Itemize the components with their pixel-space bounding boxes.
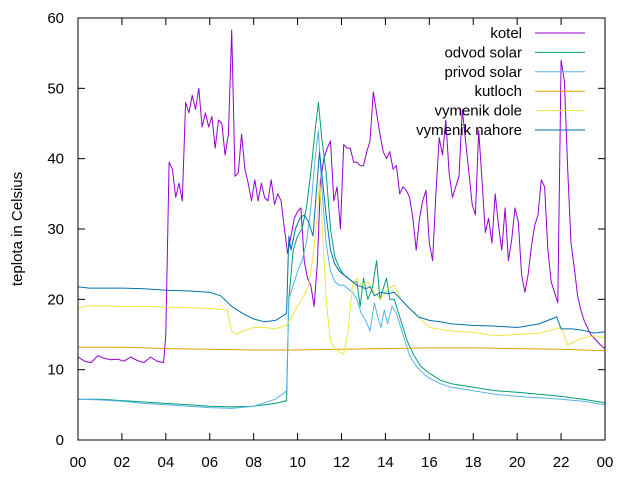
y-tick-label: 10 [47, 362, 64, 379]
legend: kotel odvod solar privod solar kutloch vymen… [416, 25, 585, 139]
x-tick-label: 06 [201, 454, 218, 471]
series-layer [77, 29, 606, 409]
x-tick-label: 22 [553, 454, 570, 471]
y-tick-label: 0 [56, 432, 64, 449]
x-tick-label: 14 [377, 454, 394, 471]
series-line-kutloch [78, 346, 606, 352]
x-tick-label: 18 [465, 454, 482, 471]
x-tick-label: 08 [245, 454, 262, 471]
legend-label: vymenik nahore [416, 122, 522, 139]
y-tick-label: 60 [47, 10, 64, 27]
legend-label: privod solar [444, 64, 522, 81]
x-tick-label: 00 [70, 454, 87, 471]
x-tick-label: 00 [597, 454, 614, 471]
y-tick-label: 50 [47, 80, 64, 97]
legend-label: kotel [490, 25, 522, 42]
plot-frame [77, 17, 606, 441]
axis-ticks: 0 10 20 30 40 50 60 00 02 04 06 08 10 12 14 16 18 20 22 00 [47, 10, 613, 471]
x-tick-label: 10 [289, 454, 306, 471]
series-line-privod-solar [77, 130, 606, 409]
legend-label: odvod solar [444, 44, 522, 61]
series-line-vymenik-nahore [77, 151, 606, 334]
x-tick-label: 12 [333, 454, 350, 471]
y-tick-label: 20 [47, 291, 64, 308]
series-line-vymenik-dole [77, 179, 606, 355]
y-tick-label: 30 [47, 221, 64, 238]
x-tick-label: 16 [421, 454, 438, 471]
y-axis-title: teplota in Celsius [9, 172, 26, 286]
y-tick-label: 40 [47, 151, 64, 168]
x-tick-label: 20 [509, 454, 526, 471]
legend-label: kutloch [474, 83, 522, 100]
series-line-kotel [77, 29, 606, 364]
x-tick-label: 04 [157, 454, 174, 471]
x-tick-label: 02 [114, 454, 131, 471]
legend-label: vymenik dole [434, 103, 522, 120]
